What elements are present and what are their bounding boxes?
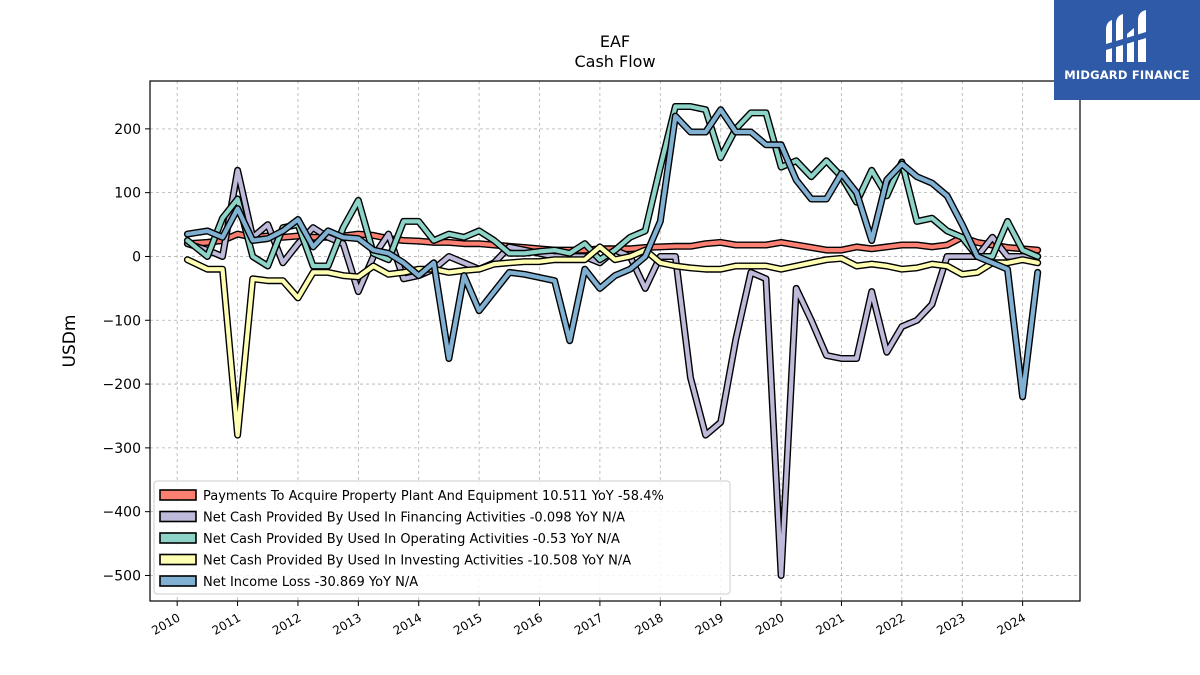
chart-title: EAF — [600, 32, 630, 51]
legend-label-2: Net Cash Provided By Used In Financing A… — [203, 511, 625, 526]
series-lines — [183, 103, 1042, 579]
series-line-4 — [185, 244, 1040, 438]
y-tick-label: −200 — [103, 377, 141, 393]
x-axis: 2010 2011 2012 2013 2014 2015 2016 2017 2018 2019… — [149, 601, 1028, 638]
y-axis: 200 100 0 −100 −200 −300 −400 −500 — [103, 122, 150, 584]
x-tick-label: 2010 — [149, 610, 182, 637]
legend-swatch-5 — [159, 575, 197, 587]
midgard-logo-icon — [1106, 10, 1146, 62]
y-axis-label: USDm — [60, 315, 80, 368]
legend-label-5: Net Income Loss -30.869 YoY N/A — [203, 575, 418, 590]
x-tick-label: 2014 — [391, 610, 424, 637]
legend-swatch-4 — [159, 553, 197, 566]
x-tick-label: 2023 — [934, 610, 967, 637]
x-tick-label: 2024 — [995, 610, 1028, 637]
y-tick-label: −500 — [103, 568, 141, 584]
y-tick-label: 100 — [114, 186, 141, 202]
x-tick-label: 2011 — [210, 610, 243, 637]
x-tick-label: 2019 — [693, 610, 726, 637]
x-tick-label: 2015 — [451, 610, 484, 637]
plot-frame — [149, 80, 1081, 602]
midgard-finance-logo: MIDGARD FINANCE — [1054, 0, 1200, 100]
legend-label-4: Net Cash Provided By Used In Investing A… — [203, 554, 631, 569]
legend: Payments To Acquire Property Plant And E… — [153, 480, 731, 595]
legend-swatch-1 — [159, 489, 197, 501]
x-tick-label: 2016 — [512, 610, 545, 637]
x-tick-label: 2020 — [753, 610, 786, 637]
legend-box — [153, 480, 731, 595]
y-tick-label: −100 — [103, 313, 141, 329]
legend-label-1: Payments To Acquire Property Plant And E… — [203, 489, 664, 504]
x-tick-label: 2018 — [632, 610, 665, 637]
y-tick-label: 200 — [114, 122, 141, 138]
x-tick-label: 2013 — [330, 610, 363, 637]
legend-swatch-2 — [159, 510, 197, 523]
logo-wordmark: MIDGARD FINANCE — [1064, 68, 1190, 82]
x-tick-label: 2022 — [874, 610, 907, 637]
y-tick-label: −400 — [103, 505, 141, 521]
x-tick-label: 2012 — [270, 610, 303, 637]
legend-swatch-3 — [159, 532, 197, 544]
y-tick-label: −300 — [103, 441, 141, 457]
legend-label-3: Net Cash Provided By Used In Operating A… — [203, 532, 620, 547]
y-tick-label: 0 — [132, 249, 141, 265]
chart-subtitle: Cash Flow — [574, 52, 655, 71]
series-line-5 — [185, 107, 1040, 399]
x-tick-label: 2021 — [814, 610, 847, 637]
x-tick-label: 2017 — [572, 610, 605, 637]
